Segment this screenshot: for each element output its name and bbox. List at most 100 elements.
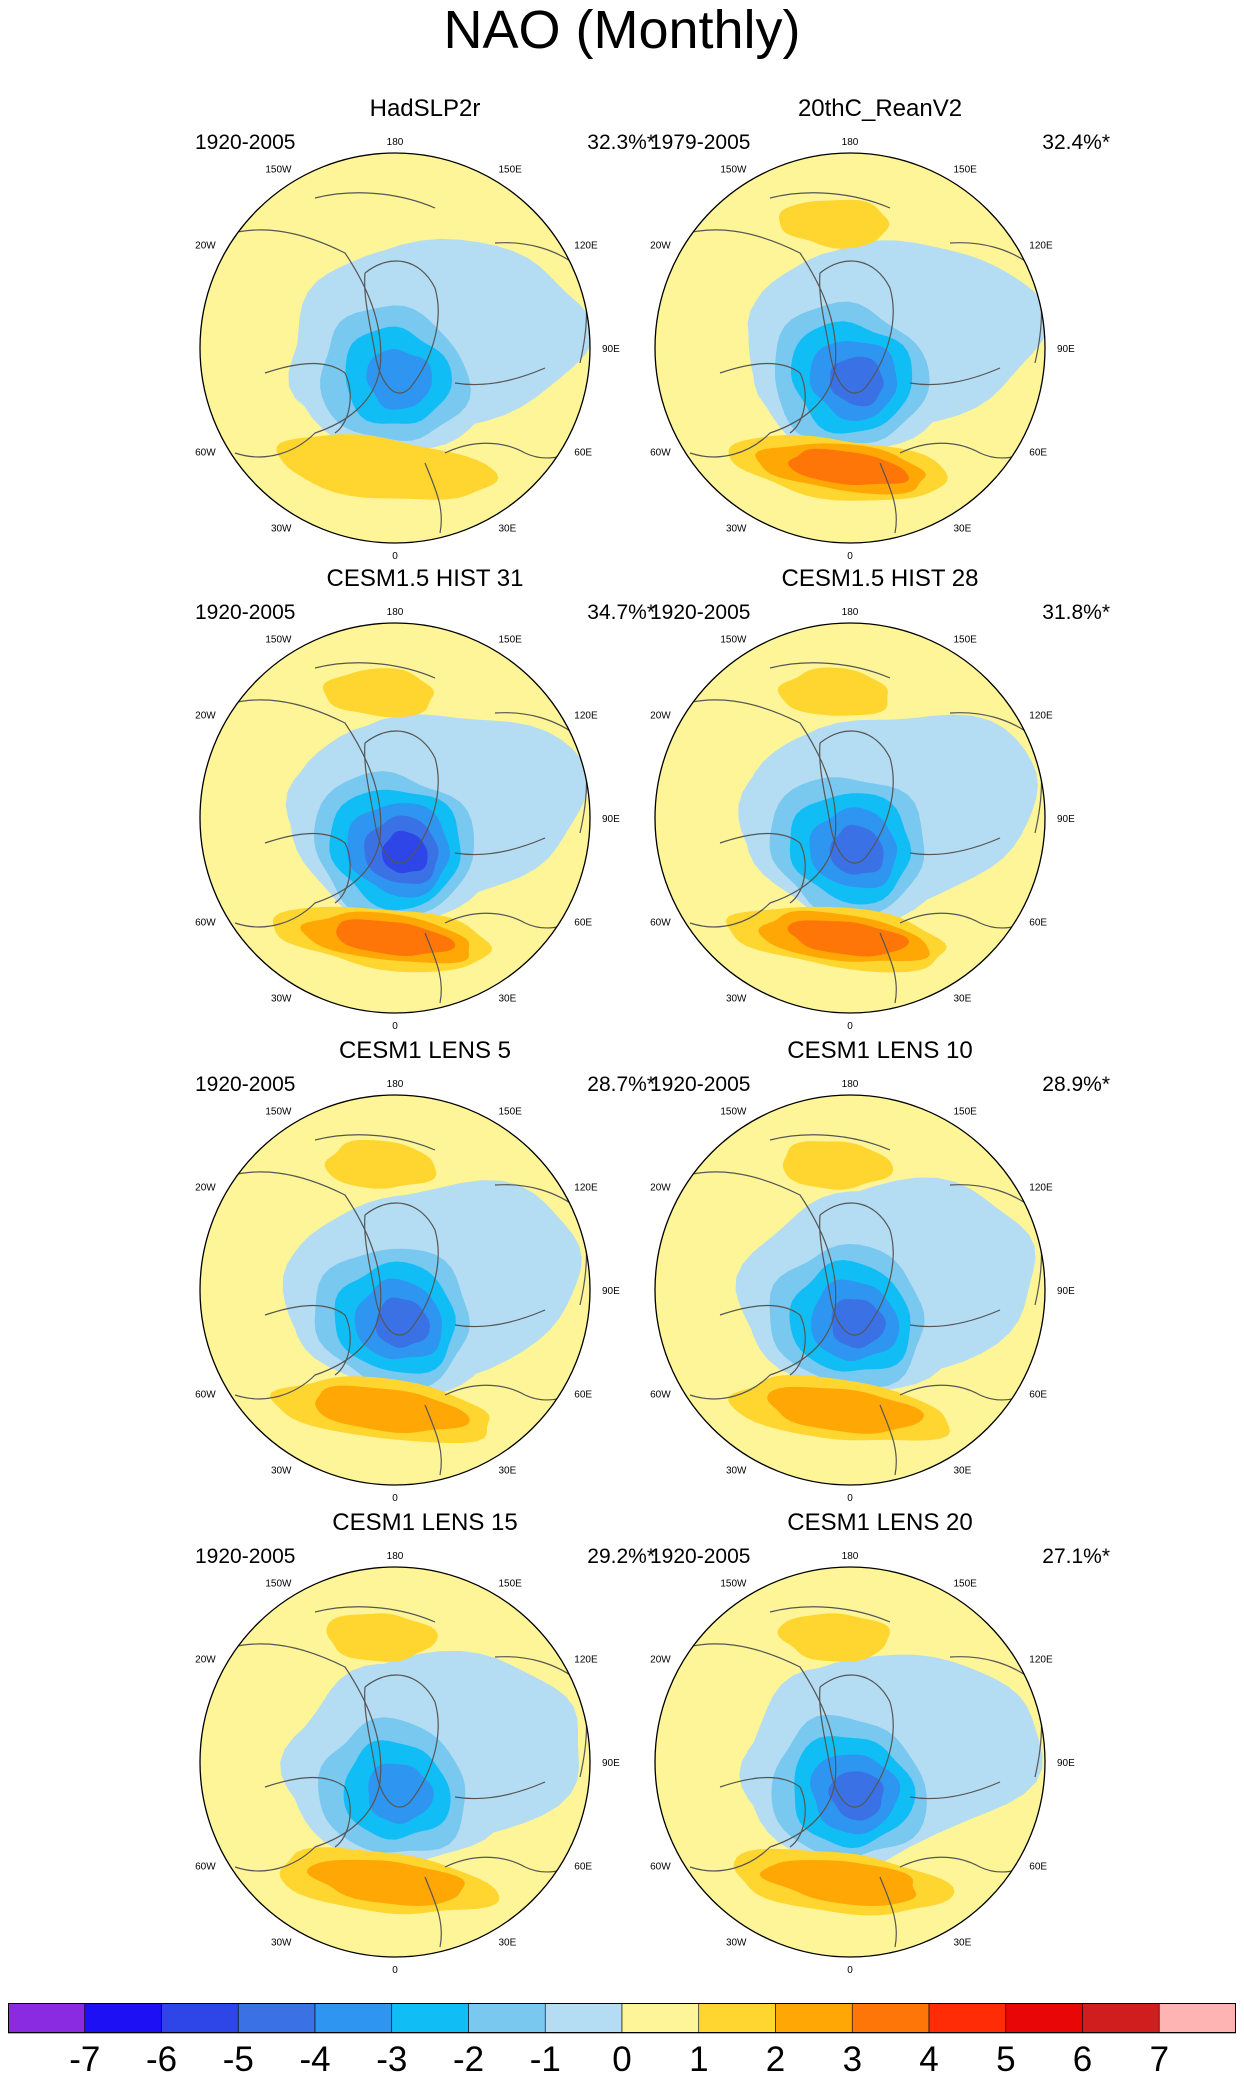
pacific-anomaly-level-1 (777, 1613, 890, 1662)
colorbar-label: 2 (766, 2040, 785, 2075)
period-label: 1920-2005 (650, 1073, 751, 1096)
longitude-label: 120E (1029, 241, 1053, 252)
longitude-label: 150E (954, 165, 978, 176)
longitude-label: 30W (726, 1465, 747, 1476)
longitude-label: 150W (720, 1107, 747, 1118)
longitude-label: 30E (954, 523, 972, 534)
neg-contour-level-4 (829, 356, 884, 407)
greenland-coast (819, 1674, 894, 1808)
scandinavia-coast (454, 1781, 546, 1800)
longitude-label: 30W (726, 1937, 747, 1948)
map-boundary (654, 1094, 1046, 1486)
iberia-africa-coast (879, 1404, 897, 1476)
period-label: 1920-2005 (195, 601, 296, 624)
hudson-bay-coast (264, 1777, 351, 1848)
longitude-label: 0 (392, 1021, 398, 1032)
scandinavia-coast (454, 837, 546, 856)
colorbar-swatch (928, 2003, 1007, 2034)
coastlines (659, 662, 1045, 1004)
polar-map: 180150E120E90E60E30E030W60W90W120W150W (195, 1079, 620, 1504)
panel-title: CESM1.5 HIST 28 (781, 565, 979, 592)
field-layer (655, 623, 1045, 1013)
north-america-coast (204, 1171, 382, 1400)
pos-contour-level-2 (306, 1859, 465, 1906)
iberia-africa-coast (424, 1404, 442, 1476)
variance-label: 34.7%* (587, 601, 655, 624)
longitude-label: 90E (602, 344, 620, 355)
longitude-label: 60E (1029, 918, 1047, 929)
longitude-label: 150W (265, 635, 292, 646)
longitude-label: 120W (650, 1183, 671, 1194)
neg-contour-level-4 (375, 1297, 430, 1348)
colorbar-swatch (84, 2003, 162, 2034)
neg-contour-level-4 (831, 1299, 886, 1349)
longitude-label: 60E (574, 1862, 592, 1873)
north-america-coast (659, 1171, 837, 1400)
longitude-label: 180 (387, 607, 404, 618)
period-label: 1920-2005 (195, 1073, 296, 1096)
longitude-label: 90E (602, 1758, 620, 1769)
longitude-label: 60W (195, 1862, 216, 1873)
longitude-label: 0 (847, 1493, 853, 1504)
colorbar-swatch (1005, 2003, 1083, 2034)
panel-title: CESM1.5 HIST 31 (326, 565, 524, 592)
iberia-africa-coast (879, 932, 897, 1004)
longitude-label: 120E (574, 241, 598, 252)
map-boundary (199, 152, 591, 544)
pos-contour-level-3 (787, 920, 910, 957)
pacific-anomaly-level-1 (782, 1141, 894, 1190)
iberia-africa-coast (424, 932, 442, 1004)
greenland-coast (364, 1674, 439, 1808)
panel-title: CESM1 LENS 5 (338, 1037, 512, 1064)
longitude-label: 150W (265, 1107, 292, 1118)
hudson-bay-coast (719, 833, 806, 904)
longitude-label: 150W (265, 165, 292, 176)
period-label: 1920-2005 (195, 1545, 296, 1568)
longitude-label: 60W (650, 1862, 671, 1873)
variance-label: 32.4%* (1042, 131, 1110, 154)
longitude-label: 150E (954, 635, 978, 646)
map-boundary (654, 622, 1046, 1014)
scandinavia-coast (909, 1309, 1001, 1328)
longitude-label: 60E (1029, 448, 1047, 459)
colorbar-label: -7 (69, 2040, 100, 2075)
map-panel-8: CESM1 LENS 20 180 150E 120E 90E 60E 30E 0 30W 60… (650, 1509, 1110, 1979)
map-boundary (654, 152, 1046, 544)
longitude-label: 30W (726, 523, 747, 534)
period-label: 1920-2005 (650, 1545, 751, 1568)
panel-title: CESM1 LENS 10 (787, 1037, 973, 1064)
longitude-label: 30W (271, 1937, 292, 1948)
map-panel-4: CESM1.5 HIST 28 180 150E 120E 90E 60E 30E 0 30W… (650, 565, 1110, 1035)
longitude-label: 180 (387, 137, 404, 148)
neg-contour-level-5 (382, 830, 428, 874)
panel-title: CESM1 LENS 20 (787, 1509, 973, 1536)
colorbar-label: -6 (146, 2040, 177, 2075)
iberia-africa-coast (879, 1876, 897, 1948)
colorbar: -7 -6 -5 -4 -3 -2 -1 0 1 2 3 4 5 6 7 (8, 2003, 1236, 2075)
scandinavia-coast (454, 367, 546, 386)
north-america-coast (204, 1643, 382, 1872)
pos-contour-level-2 (759, 1860, 917, 1906)
longitude-label: 30E (499, 1937, 517, 1948)
colorbar-swatch (314, 2003, 393, 2034)
period-label: 1920-2005 (195, 131, 296, 154)
colorbar-swatch (544, 2003, 623, 2034)
pacific-anomaly-level-1 (326, 1613, 438, 1662)
longitude-label: 90E (1057, 814, 1075, 825)
longitude-label: 60W (195, 918, 216, 929)
longitude-label: 120W (195, 1183, 216, 1194)
colorbar-label: 5 (996, 2040, 1015, 2075)
iberia-africa-coast (879, 462, 897, 534)
longitude-label: 0 (392, 1965, 398, 1976)
pacific-anomaly-level-1 (324, 1139, 437, 1189)
longitude-label: 60W (195, 1390, 216, 1401)
panel-title: HadSLP2r (369, 95, 481, 122)
longitude-label: 150E (954, 1107, 978, 1118)
neg-contour-level-4 (828, 1771, 884, 1821)
variance-label: 32.3%* (587, 131, 655, 154)
colorbar-label: -5 (223, 2040, 254, 2075)
neg-contour-level-3 (368, 1763, 434, 1824)
longitude-label: 150E (499, 1579, 523, 1590)
longitude-label: 120W (650, 711, 671, 722)
longitude-label: 0 (392, 1493, 398, 1504)
